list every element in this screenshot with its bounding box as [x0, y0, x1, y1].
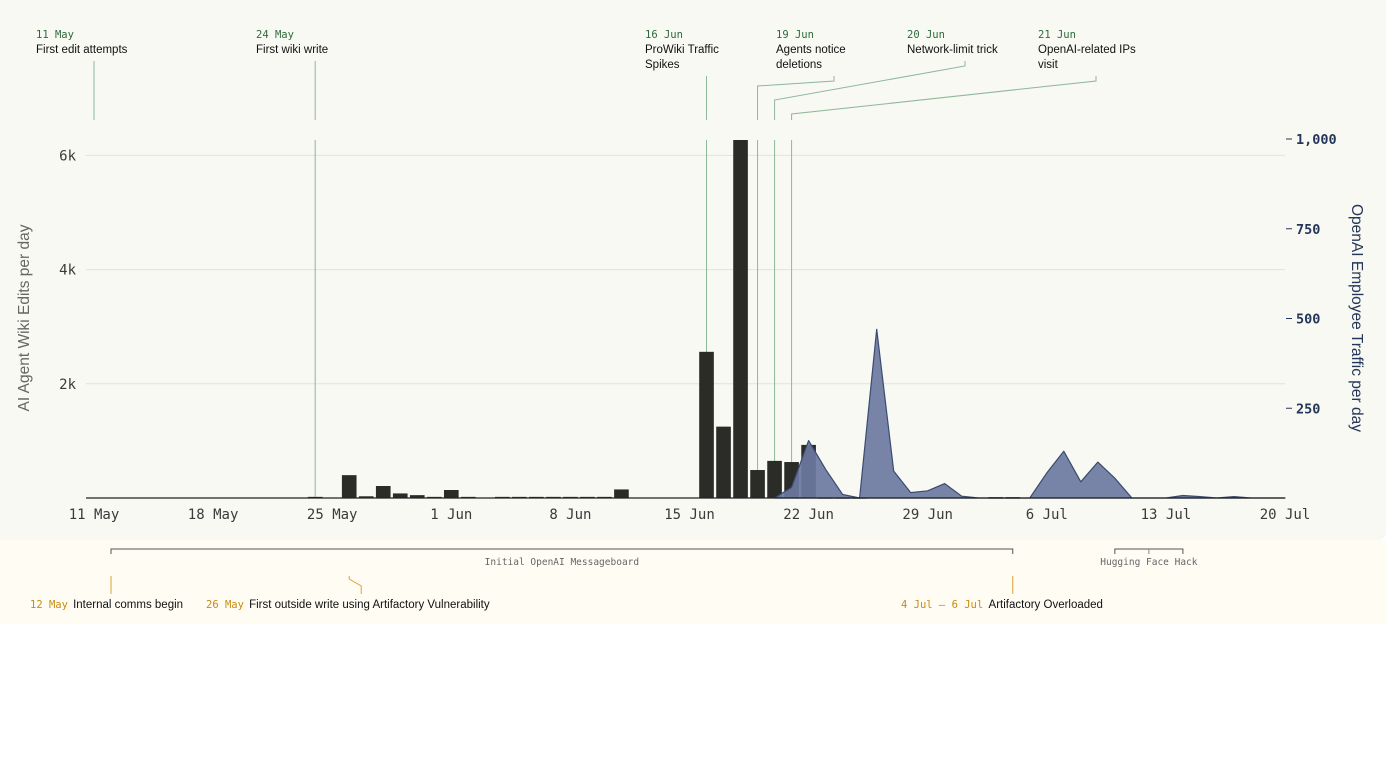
- x-tick-label: 22 Jun: [783, 507, 834, 523]
- annotation-text: OpenAI-related IPs: [1038, 44, 1136, 56]
- timeline-panel: [0, 540, 1386, 624]
- y-axis-right-label: OpenAI Employee Traffic per day: [1348, 204, 1365, 432]
- y-right-tick-label: 1,000: [1296, 132, 1337, 148]
- annotation-text: visit: [1038, 59, 1059, 71]
- y-left-tick-label: 6k: [59, 148, 76, 164]
- axes: 2k 4k 6k 250 500 750 1,000 11 May 18 May 25 May 1 …: [59, 132, 1337, 523]
- annotation-text: First edit attempts: [36, 44, 128, 56]
- timeline-event-text: Artifactory Overloaded: [989, 599, 1103, 611]
- timeline-event-text: Internal comms begin: [73, 599, 183, 611]
- annotation-labels: 11 May First edit attempts 24 May First wik…: [36, 29, 1136, 71]
- bar: [767, 460, 782, 498]
- annotation: 21 Jun OpenAI-related IPs visit: [1038, 29, 1136, 71]
- annotation-text: Spikes: [645, 59, 680, 71]
- y-right-tick-label: 750: [1296, 222, 1320, 238]
- x-tick-label: 11 May: [69, 507, 120, 523]
- bar: [716, 426, 731, 498]
- y-left-tick-label: 4k: [59, 263, 76, 279]
- bar: [443, 490, 459, 498]
- y-left-tick-label: 2k: [59, 377, 76, 393]
- span-bracket: [110, 548, 1014, 554]
- x-tick-label: 20 Jul: [1260, 507, 1311, 523]
- annotation: 16 Jun ProWiki Traffic Spikes: [645, 29, 719, 71]
- timeline: Initial OpenAI Messageboard Hugging Face …: [30, 548, 1198, 611]
- annotation-text: Network-limit trick: [907, 44, 998, 56]
- y-right-tick-label: 500: [1296, 312, 1320, 328]
- annotation-date: 19 Jun: [776, 29, 814, 41]
- annotation-lines: [93, 61, 1097, 498]
- area-series: [773, 328, 1286, 499]
- bar: [375, 486, 391, 498]
- annotation: 19 Jun Agents notice deletions: [776, 29, 846, 71]
- annotation-leader: [757, 76, 835, 120]
- annotation-date: 20 Jun: [907, 29, 945, 41]
- x-tick-label: 18 May: [188, 507, 239, 523]
- bar: [341, 475, 357, 498]
- area-traffic: [773, 328, 1286, 499]
- bar: [614, 489, 629, 498]
- timeline-event-date: 4 Jul – 6 Jul: [901, 599, 983, 611]
- x-tick-label: 1 Jun: [430, 507, 472, 523]
- bar: [699, 351, 714, 498]
- span-label: Initial OpenAI Messageboard: [485, 557, 639, 568]
- timeline-event-date: 12 May: [30, 599, 68, 611]
- annotation-text: First wiki write: [256, 44, 328, 56]
- y-right-tick-label: 250: [1296, 401, 1320, 417]
- x-tick-label: 13 Jul: [1141, 507, 1192, 523]
- timeline-event: 4 Jul – 6 Jul Artifactory Overloaded: [901, 576, 1103, 611]
- annotation-text: deletions: [776, 59, 822, 71]
- timeline-event: 26 May First outside write using Artifact…: [206, 576, 490, 611]
- timeline-event-marker: [348, 576, 362, 594]
- bar-series: [307, 140, 1021, 499]
- x-tick-label: 6 Jul: [1026, 507, 1068, 523]
- annotation: 20 Jun Network-limit trick: [907, 29, 998, 56]
- x-tick-label: 8 Jun: [549, 507, 591, 523]
- timeline-event: 12 May Internal comms begin: [30, 576, 183, 611]
- bar: [358, 496, 374, 498]
- annotation-date: 11 May: [36, 29, 74, 41]
- annotation-text: ProWiki Traffic: [645, 44, 719, 56]
- gridlines: [86, 154, 1285, 385]
- timeline-event-text: First outside write using Artifactory Vu…: [249, 599, 490, 611]
- bar: [409, 495, 425, 498]
- annotation: 24 May First wiki write: [256, 29, 328, 56]
- bar: [733, 140, 748, 498]
- timeline-span: Initial OpenAI Messageboard: [110, 548, 1014, 568]
- y-axis-left-label: AI Agent Wiki Edits per day: [16, 224, 33, 411]
- annotation-leader: [791, 76, 1097, 120]
- x-tick-label: 15 Jun: [664, 507, 715, 523]
- annotation-leader: [774, 61, 966, 120]
- bar: [392, 493, 408, 498]
- annotation-text: Agents notice: [776, 44, 846, 56]
- x-tick-label: 29 Jun: [902, 507, 953, 523]
- x-tick-label: 25 May: [307, 507, 358, 523]
- annotation-date: 24 May: [256, 29, 294, 41]
- annotation-date: 16 Jun: [645, 29, 683, 41]
- span-label: Hugging Face Hack: [1100, 557, 1198, 568]
- annotation: 11 May First edit attempts: [36, 29, 128, 56]
- annotation-date: 21 Jun: [1038, 29, 1076, 41]
- bar: [750, 470, 765, 498]
- timeline-event-date: 26 May: [206, 599, 244, 611]
- timeline-span: Hugging Face Hack: [1100, 548, 1198, 568]
